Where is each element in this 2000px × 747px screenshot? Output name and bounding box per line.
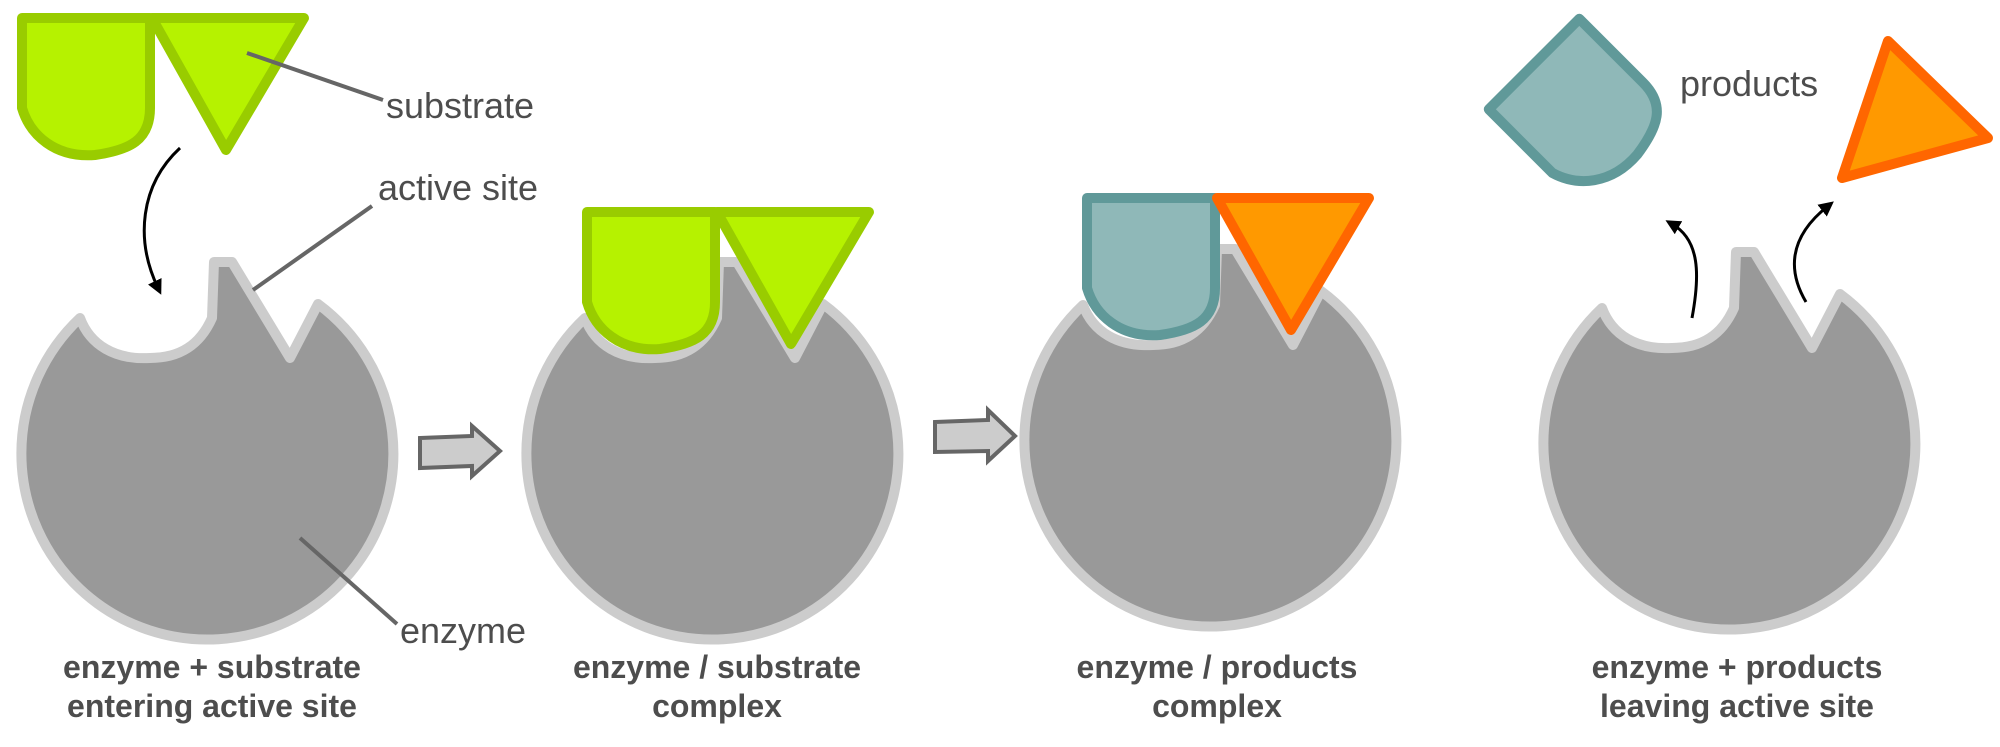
products-released: [1483, 13, 1993, 187]
stage-3-caption-line-1: enzyme / products: [1077, 649, 1358, 685]
entering-arrow: [142, 146, 182, 295]
substrate-triangle-piece: [712, 207, 874, 349]
leaving-arrow-left: [1665, 220, 1699, 319]
stage-3-caption-line-2: complex: [1152, 688, 1282, 724]
stage-4: products enzyme + products leaving activ…: [1483, 13, 1993, 724]
substrate-1: [17, 13, 309, 161]
substrate-rounded-piece: [582, 207, 720, 355]
product-rounded-piece: [1082, 193, 1220, 341]
enzyme-2: [521, 257, 904, 645]
stage-2: enzyme / substrate complex: [521, 207, 904, 724]
product-triangle-piece: [1837, 36, 1993, 183]
enzyme-3: [1019, 244, 1402, 632]
substrate-label: substrate: [386, 85, 534, 126]
stage-4-caption-line-2: leaving active site: [1600, 688, 1874, 724]
stage-1-caption-line-1: enzyme + substrate: [63, 649, 361, 685]
stage-2-caption-line-1: enzyme / substrate: [573, 649, 861, 685]
enzyme-4: [1538, 247, 1921, 635]
active-site-leader-line: [251, 204, 374, 292]
products-label: products: [1680, 63, 1818, 104]
substrate-triangle-piece: [147, 13, 309, 155]
leaving-arrow-right: [1792, 201, 1834, 303]
flow-arrow-1: [418, 421, 504, 481]
stage-2-caption-line-2: complex: [652, 688, 782, 724]
flow-arrow-2: [933, 405, 1018, 466]
stage-1: substrate active site enzyme enzyme + su…: [16, 13, 538, 724]
enzyme-label: enzyme: [400, 610, 526, 651]
stage-3: enzyme / products complex: [1019, 193, 1402, 724]
substrate-leader-line: [246, 51, 384, 102]
products-complex: [1082, 193, 1374, 341]
substrate-2: [582, 207, 874, 355]
product-triangle-piece: [1212, 193, 1374, 335]
substrate-rounded-piece: [17, 13, 155, 161]
product-rounded-piece: [1483, 13, 1662, 187]
active-site-label: active site: [378, 167, 538, 208]
stage-1-caption-line-2: entering active site: [67, 688, 357, 724]
stage-4-caption-line-1: enzyme + products: [1592, 649, 1883, 685]
enzyme-leader-line: [298, 536, 399, 626]
enzyme-1: [16, 257, 399, 645]
